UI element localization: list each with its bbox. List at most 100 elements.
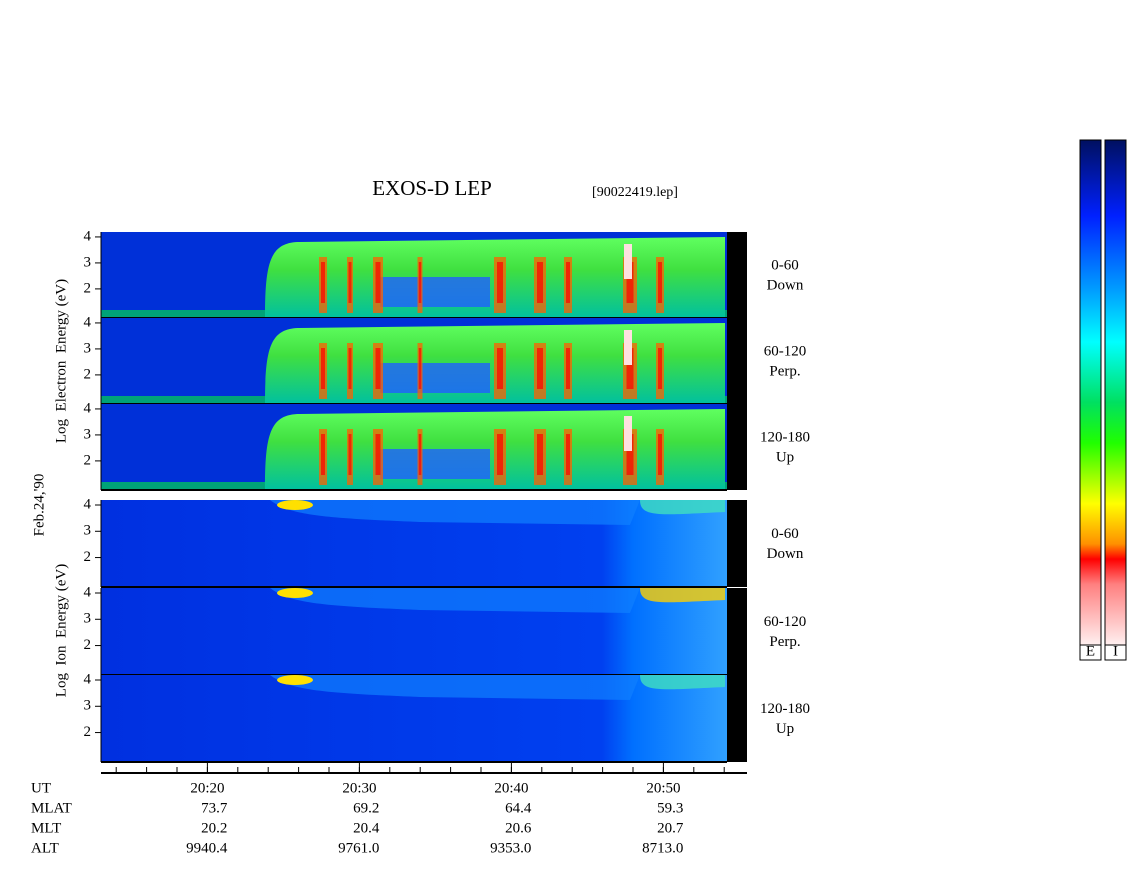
spectrogram-region (270, 588, 640, 613)
spectrogram-hot (626, 434, 634, 475)
spectrogram-hot (626, 262, 634, 303)
y-tick-label: 2 (84, 637, 92, 653)
spectrogram-hot (348, 262, 352, 303)
spectrogram-region (640, 675, 725, 690)
spectrogram-hot (658, 262, 662, 303)
spectrogram-edge (727, 500, 747, 587)
panel-range: 0-60 (771, 526, 799, 542)
spectrogram-hot (537, 262, 543, 303)
y-tick-label: 2 (84, 280, 92, 296)
y-axis-label: Log Electron Energy (eV) (53, 279, 69, 443)
ephemeris-value: 8713.0 (642, 840, 683, 856)
y-tick-label: 4 (84, 314, 92, 330)
spectrogram-hot (658, 348, 662, 389)
spectrogram-hot (497, 262, 503, 303)
ephemeris-label: MLAT (31, 800, 72, 816)
title: EXOS-D LEP (372, 176, 492, 200)
y-tick-label: 4 (84, 584, 92, 600)
y-tick-label: 2 (84, 549, 92, 565)
spectrogram-hot (497, 348, 503, 389)
ephemeris-value: 64.4 (505, 800, 532, 816)
spectrogram-hot (277, 500, 313, 510)
spectrogram-hot (348, 434, 352, 475)
spectrogram-hot (375, 262, 381, 303)
y-tick-label: 2 (84, 366, 92, 382)
x-tick-label: 20:20 (190, 780, 224, 796)
spectrogram-hot (277, 675, 313, 685)
panel-range: 60-120 (764, 343, 807, 359)
y-axis-label: Log Ion Energy (eV) (53, 564, 69, 697)
spectrogram-hot (537, 434, 543, 475)
ephemeris-value: 69.2 (353, 800, 379, 816)
panel-direction: Down (767, 277, 804, 293)
spectrogram-region (380, 363, 490, 393)
spectrogram-edge (727, 404, 747, 490)
panel-direction: Down (767, 546, 804, 562)
spectrogram-region (380, 449, 490, 479)
spectrogram-hot (375, 434, 381, 475)
ephemeris-value: 9761.0 (338, 840, 379, 856)
panel-direction: Perp. (769, 634, 800, 650)
ephemeris-value: 59.3 (657, 800, 683, 816)
colorbar (1104, 139, 1127, 646)
colorbars: E I (1079, 139, 1127, 661)
y-tick-label: 4 (84, 496, 92, 512)
spectrogram-region (270, 500, 640, 525)
ephemeris-label: MLT (31, 820, 61, 836)
colorbar-label-box (1079, 644, 1102, 661)
spectrogram-hot (418, 262, 422, 303)
spectrogram-peak (624, 244, 632, 279)
panel-direction: Up (776, 449, 794, 465)
spectrogram-region (640, 500, 725, 515)
y-tick-label: 3 (84, 698, 92, 714)
spectrogram-hot (418, 434, 422, 475)
spectrogram-hot (321, 434, 325, 475)
panel-range: 120-180 (760, 701, 810, 717)
spectrogram-region (270, 675, 640, 700)
spectrogram-hot (566, 434, 570, 475)
ephemeris-value: 73.7 (201, 800, 228, 816)
date: Feb.24,'90 (31, 474, 47, 537)
spectrogram-hot (418, 348, 422, 389)
panel-direction: Up (776, 721, 794, 737)
spectrogram-hot (375, 348, 381, 389)
spectrogram-hot (277, 588, 313, 598)
ephemeris-value: 9940.4 (186, 840, 228, 856)
panel-range: 120-180 (760, 429, 810, 445)
y-tick-label: 4 (84, 671, 92, 687)
spectrogram-edge (727, 232, 747, 318)
y-tick-label: 3 (84, 340, 92, 356)
ephemeris-value: 20.2 (201, 820, 227, 836)
file-name: [90022419.lep] (592, 185, 678, 200)
panel-range: 60-120 (764, 614, 807, 630)
y-tick-label: 4 (84, 228, 92, 244)
spectrogram-edge (727, 675, 747, 762)
y-tick-label: 4 (84, 400, 92, 416)
panel-direction: Perp. (769, 363, 800, 379)
y-tick-label: 2 (84, 452, 92, 468)
spectrogram-edge (727, 318, 747, 404)
y-tick-label: 3 (84, 426, 92, 442)
y-tick-label: 2 (84, 724, 92, 740)
colorbar-label: E (1086, 643, 1095, 659)
ephemeris-label: ALT (31, 840, 59, 856)
ephemeris-value: 20.6 (505, 820, 532, 836)
spectrogram-hot (566, 262, 570, 303)
x-tick-label: 20:40 (494, 780, 528, 796)
spectrogram-hot (658, 434, 662, 475)
y-tick-label: 3 (84, 523, 92, 539)
colorbar-label-box (1104, 644, 1127, 661)
spectrogram-region (640, 588, 725, 603)
x-tick-label: 20:30 (342, 780, 376, 796)
spectrogram-peak (624, 330, 632, 365)
colorbar (1079, 139, 1102, 646)
y-tick-label: 3 (84, 611, 92, 627)
colorbar-label: I (1113, 643, 1118, 659)
ephemeris-value: 9353.0 (490, 840, 531, 856)
ephemeris-value: 20.7 (657, 820, 684, 836)
spectrogram-region (380, 277, 490, 307)
spectrogram-hot (566, 348, 570, 389)
spectrogram-hot (321, 262, 325, 303)
ephemeris-value: 20.4 (353, 820, 380, 836)
